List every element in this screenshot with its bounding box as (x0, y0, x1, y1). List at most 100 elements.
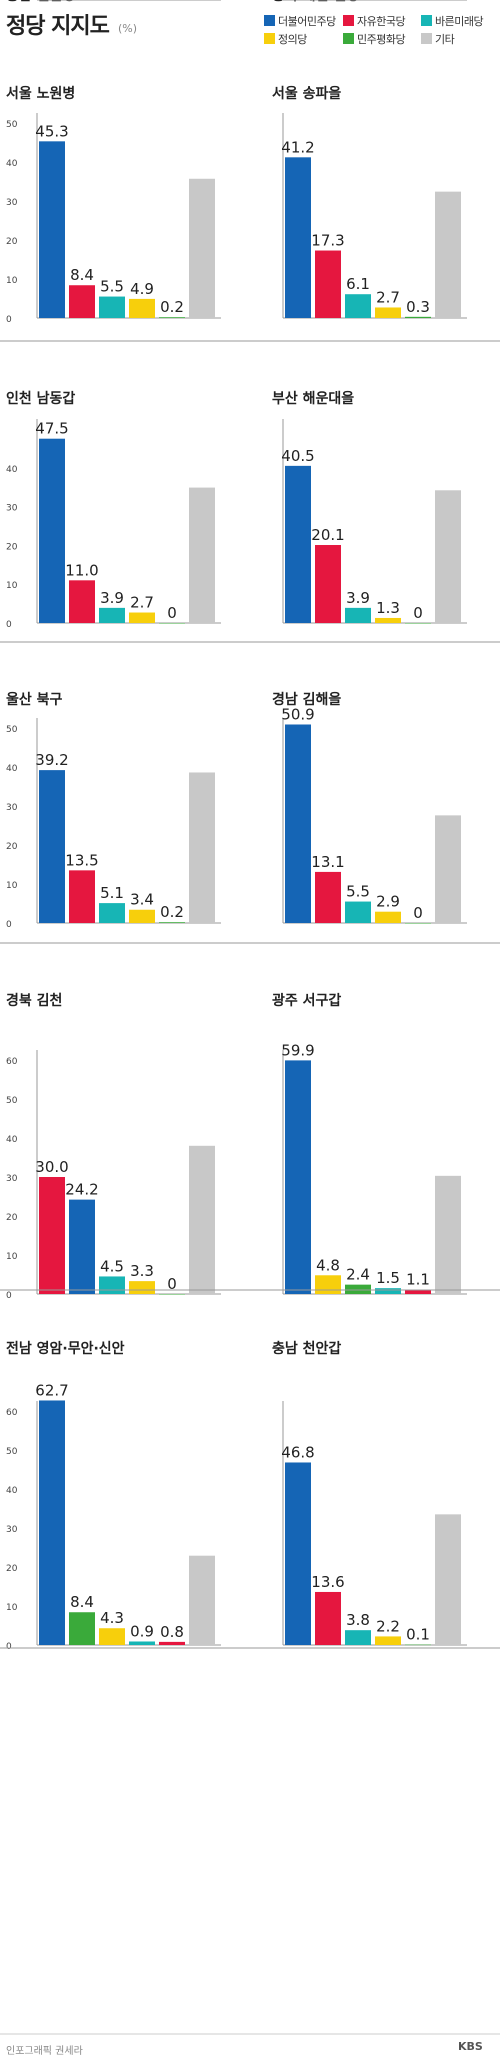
bar-8-0 (39, 1400, 65, 1645)
data-label-3-3: 1.3 (376, 599, 400, 617)
legend-label-0: 더불어민주당 (278, 15, 336, 28)
bar-6-0 (39, 1177, 65, 1294)
y-tick-label-6-20: 20 (6, 1213, 18, 1223)
y-tick-label-4-0: 0 (6, 920, 12, 930)
bar-1-2 (345, 294, 371, 318)
data-label-3-4: 0 (413, 604, 423, 622)
bar-6-2 (99, 1276, 125, 1294)
data-label-1-2: 6.1 (346, 275, 370, 293)
chart-title-10: 충남 천안병 (6, 0, 75, 4)
chart-title-4: 울산 북구 (6, 691, 63, 708)
bar-0-5 (189, 178, 215, 318)
bar-9-0 (285, 1462, 311, 1645)
bar-4-4 (159, 922, 185, 923)
data-label-8-3: 0.9 (130, 1622, 154, 1640)
y-tick-label-2-30: 30 (6, 504, 18, 514)
data-label-5-4: 0 (413, 904, 423, 922)
y-tick-label-6-30: 30 (6, 1174, 18, 1184)
bar-6-1 (69, 1199, 95, 1294)
bar-0-2 (99, 296, 125, 318)
chart-title-0: 서울 노원병 (6, 85, 75, 102)
data-label-0-3: 4.9 (130, 280, 154, 298)
page-title: 정당 지지도 (6, 14, 110, 39)
bar-5-3 (375, 911, 401, 923)
y-tick-label-6-0: 0 (6, 1291, 12, 1301)
data-label-1-0: 41.2 (281, 138, 314, 156)
y-tick-label-8-60: 60 (6, 1408, 18, 1418)
data-label-5-2: 5.5 (346, 883, 370, 901)
y-tick-label-10-20: 20 (6, 0, 18, 3)
chart-title-9: 충남 천안갑 (272, 1340, 341, 1357)
bar-7-3 (375, 1288, 401, 1294)
bar-1-0 (285, 157, 311, 318)
bar-8-4 (159, 1641, 185, 1645)
unit-label: (%) (118, 22, 138, 35)
data-label-6-3: 3.3 (130, 1262, 154, 1280)
bar-4-5 (189, 772, 215, 923)
legend-swatch-3 (264, 33, 275, 44)
bar-7-4 (405, 1289, 431, 1294)
chart-title-2: 인천 남동갑 (6, 390, 75, 407)
y-tick-label-2-10: 10 (6, 581, 18, 591)
data-label-11-4: 0 (413, 0, 423, 4)
data-label-0-2: 5.5 (100, 278, 124, 296)
y-tick-label-8-0: 0 (6, 1642, 12, 1652)
bar-2-5 (189, 487, 215, 623)
data-label-5-1: 13.1 (311, 853, 344, 871)
data-label-10-2: 3.9 (100, 0, 124, 4)
data-label-5-0: 50.9 (281, 705, 314, 723)
bar-0-1 (69, 285, 95, 318)
bar-8-3 (129, 1641, 155, 1645)
chart-title-8: 전남 영암·무안·신안 (6, 1340, 125, 1357)
y-tick-label-4-30: 30 (6, 803, 18, 813)
legend-label-5: 기타 (435, 33, 455, 46)
bar-6-4 (159, 1294, 185, 1295)
bar-2-3 (129, 612, 155, 623)
legend-label-1: 자유한국당 (357, 15, 406, 28)
data-label-2-3: 2.7 (130, 594, 154, 612)
bar-4-2 (99, 903, 125, 923)
y-tick-label-0-0: 0 (6, 315, 12, 325)
bar-0-4 (159, 317, 185, 318)
data-label-11-1: 18.1 (311, 0, 344, 4)
y-tick-label-2-20: 20 (6, 542, 18, 552)
data-label-4-1: 13.5 (65, 851, 98, 869)
data-label-6-0: 30.0 (35, 1158, 68, 1176)
y-tick-label-6-60: 60 (6, 1057, 18, 1067)
footer-credit: 인포그래픽 권세라 (6, 2046, 83, 2057)
y-tick-label-2-40: 40 (6, 465, 18, 475)
data-label-0-4: 0.2 (160, 298, 184, 316)
y-tick-label-4-20: 20 (6, 842, 18, 852)
y-tick-label-10-0: 0 (6, 0, 12, 3)
legend-label-3: 정의당 (278, 33, 307, 46)
y-tick-label-6-50: 50 (6, 1096, 18, 1106)
bar-8-1 (69, 1612, 95, 1645)
legend-swatch-2 (421, 15, 432, 26)
y-tick-label-6-40: 40 (6, 1135, 18, 1145)
data-label-4-2: 5.1 (100, 884, 124, 902)
data-label-11-3: 1.9 (376, 0, 400, 4)
data-label-6-1: 24.2 (65, 1181, 98, 1199)
bar-4-1 (69, 870, 95, 923)
bar-5-4 (405, 923, 431, 924)
y-tick-label-4-40: 40 (6, 764, 18, 774)
data-label-7-1: 4.8 (316, 1256, 340, 1274)
bar-0-3 (129, 298, 155, 318)
data-label-8-2: 4.3 (100, 1609, 124, 1627)
data-label-2-1: 11.0 (65, 561, 98, 579)
y-tick-label-0-10: 10 (6, 276, 18, 286)
bar-8-5 (189, 1555, 215, 1645)
data-label-7-0: 59.9 (281, 1041, 314, 1059)
data-label-8-1: 8.4 (70, 1593, 94, 1611)
bar-9-5 (435, 1514, 461, 1645)
y-tick-label-4-10: 10 (6, 881, 18, 891)
y-tick-label-8-40: 40 (6, 1486, 18, 1496)
y-tick-label-8-10: 10 (6, 1603, 18, 1613)
bar-7-5 (435, 1175, 461, 1294)
data-label-9-0: 46.8 (281, 1443, 314, 1461)
bar-3-0 (285, 465, 311, 623)
bar-7-2 (345, 1284, 371, 1294)
bar-1-5 (435, 191, 461, 318)
y-tick-label-8-30: 30 (6, 1525, 18, 1535)
